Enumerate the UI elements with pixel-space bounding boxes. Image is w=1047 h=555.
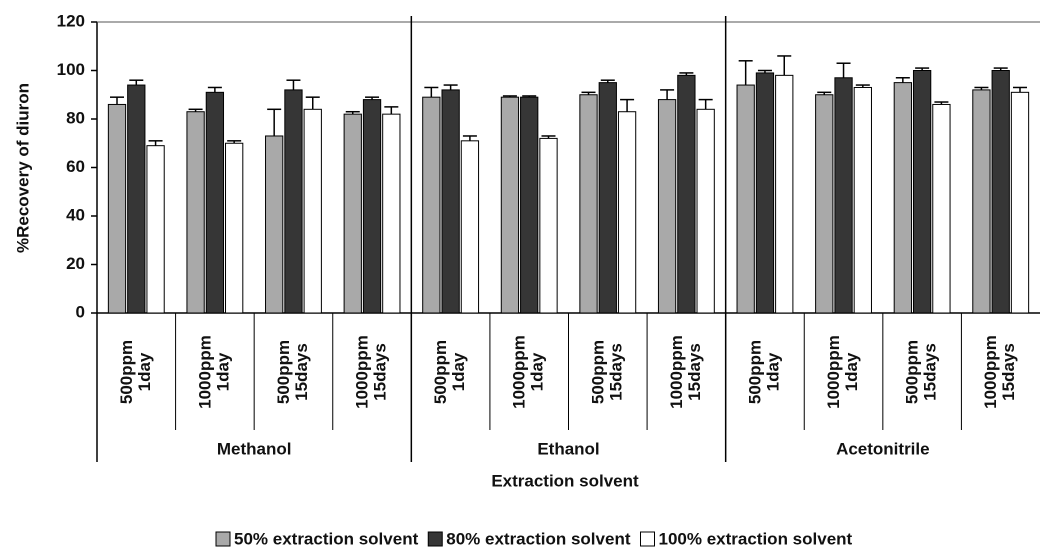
- y-axis-title: %Recovery of diuron: [13, 83, 32, 253]
- bar: [991, 70, 1010, 314]
- y-tick-label: 100: [57, 60, 85, 79]
- x-tick-label: 1day: [213, 352, 232, 391]
- group-label: Ethanol: [537, 439, 599, 458]
- x-tick-label: 1000ppm: [353, 335, 372, 409]
- x-tick-label: 1000ppm: [195, 335, 214, 409]
- bar: [225, 142, 244, 314]
- bar: [617, 111, 637, 314]
- bar: [775, 74, 794, 314]
- bar: [539, 137, 558, 314]
- bar: [815, 94, 834, 314]
- y-tick-label: 60: [66, 157, 85, 176]
- x-tick-label: 1day: [528, 352, 547, 391]
- bar: [107, 103, 127, 314]
- y-tick-label: 0: [76, 302, 85, 321]
- x-tick-label: 15days: [606, 343, 625, 401]
- bar: [284, 89, 303, 314]
- bar: [932, 103, 951, 314]
- y-tick-label: 120: [57, 11, 85, 30]
- bar: [677, 74, 696, 314]
- bar: [382, 113, 401, 314]
- group-label: Acetonitrile: [836, 439, 930, 458]
- bar: [205, 91, 225, 314]
- bar: [736, 84, 755, 314]
- x-tick-label: 1000ppm: [510, 335, 529, 409]
- x-tick-label: 15days: [292, 343, 311, 401]
- x-tick-label: 1day: [842, 352, 861, 391]
- bar: [853, 86, 872, 314]
- bar: [265, 135, 284, 314]
- bar: [972, 89, 991, 314]
- x-tick-label: 500ppm: [903, 340, 922, 404]
- y-tick-label: 20: [66, 254, 85, 273]
- x-tick-label: 1day: [135, 352, 154, 391]
- group-label: Methanol: [217, 439, 292, 458]
- legend-swatch: [640, 531, 655, 547]
- bar: [127, 84, 146, 314]
- y-tick-label: 80: [66, 108, 85, 127]
- legend-swatch: [427, 531, 443, 547]
- bar: [520, 96, 539, 314]
- x-tick-label: 500ppm: [274, 340, 293, 404]
- x-tick-label: 1000ppm: [981, 335, 1000, 409]
- x-axis-title: Extraction solvent: [491, 471, 639, 490]
- bar: [912, 70, 932, 314]
- bar: [696, 108, 715, 314]
- bar: [362, 99, 382, 314]
- y-tick-label: 40: [66, 205, 85, 224]
- x-tick-label: 1000ppm: [824, 335, 843, 409]
- bar: [460, 140, 480, 314]
- x-tick-label: 15days: [999, 343, 1018, 401]
- legend-label: 80% extraction solvent: [446, 529, 631, 548]
- bar: [657, 99, 677, 314]
- legend-label: 100% extraction solvent: [659, 529, 853, 548]
- x-tick-label: 1000ppm: [667, 335, 686, 409]
- legend-label: 50% extraction solvent: [234, 529, 419, 548]
- legend-swatch: [215, 531, 231, 547]
- bar: [755, 72, 775, 314]
- x-tick-label: 500ppm: [117, 340, 136, 404]
- bar: [422, 96, 441, 314]
- bar: [441, 89, 460, 314]
- x-tick-label: 500ppm: [431, 340, 450, 404]
- bar: [598, 82, 617, 314]
- bar: [834, 77, 853, 314]
- bar: [146, 145, 165, 314]
- x-tick-label: 1day: [763, 352, 782, 391]
- x-tick-label: 1day: [449, 352, 468, 391]
- x-tick-label: 500ppm: [745, 340, 764, 404]
- bar: [343, 113, 362, 314]
- bar: [1010, 91, 1030, 314]
- bar: [186, 111, 205, 314]
- x-tick-label: 15days: [371, 343, 390, 401]
- x-tick-label: 500ppm: [588, 340, 607, 404]
- x-tick-label: 15days: [921, 343, 940, 401]
- bar: [500, 96, 520, 314]
- bar: [303, 108, 322, 314]
- bar: [579, 94, 598, 314]
- bar: [893, 82, 912, 314]
- x-tick-label: 15days: [685, 343, 704, 401]
